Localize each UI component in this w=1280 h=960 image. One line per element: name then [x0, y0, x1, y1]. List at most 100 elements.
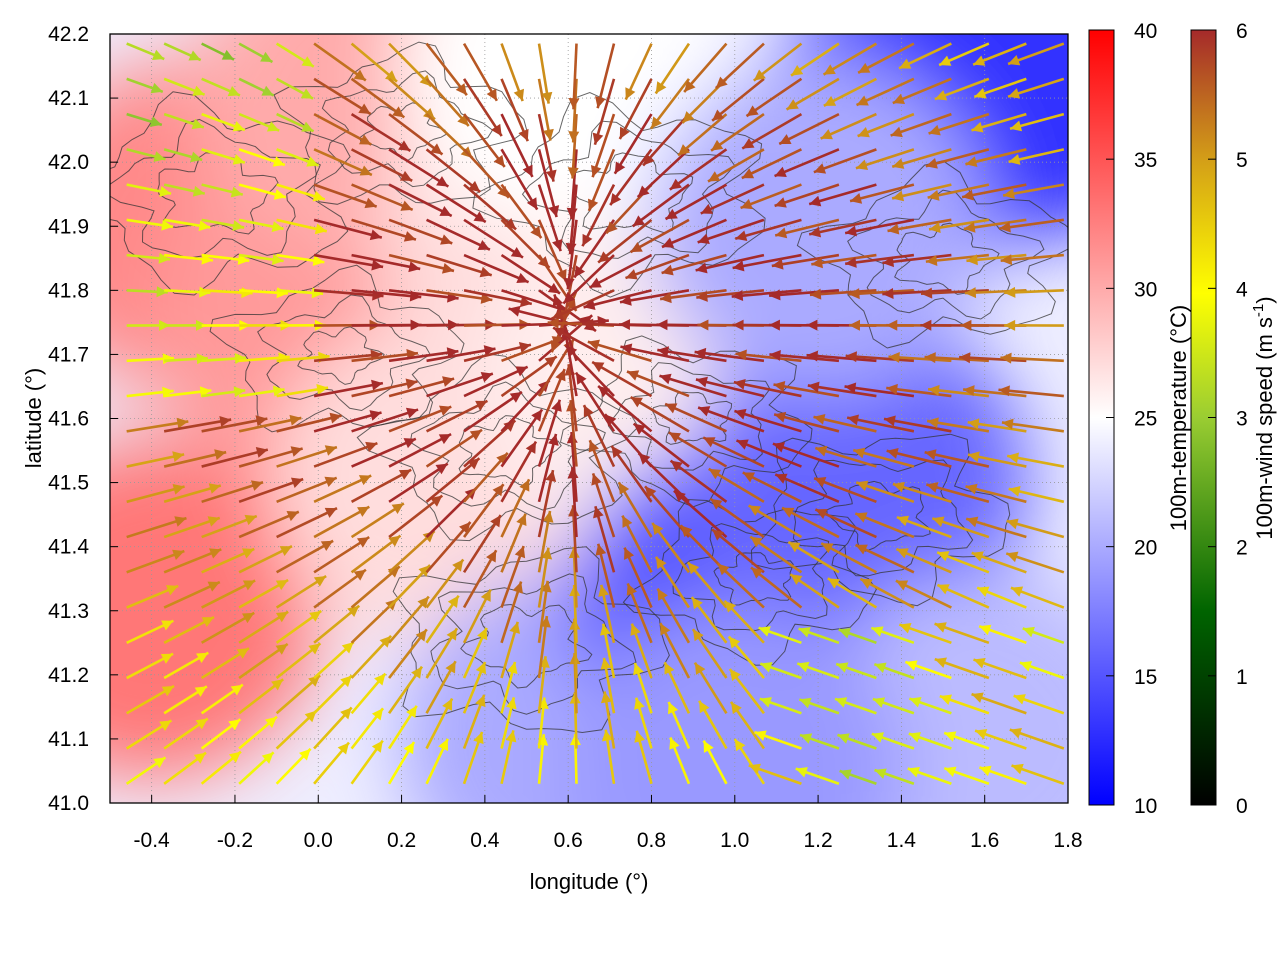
- wind-vector-359: [673, 489, 728, 539]
- wind-vector-175: [388, 42, 433, 88]
- wind-vector-438: [785, 77, 840, 111]
- wind-vector-407: [733, 379, 802, 398]
- y-tick-label-5: 41.5: [48, 472, 89, 495]
- wind-vector-9: [126, 451, 185, 468]
- wind-vector-461: [822, 42, 878, 76]
- wind-vector-298: [552, 326, 615, 362]
- wind-vector-203: [462, 549, 498, 609]
- wind-vector-430: [769, 349, 840, 363]
- wind-vector-207: [463, 419, 517, 468]
- wind-vector-353: [698, 700, 728, 750]
- wind-vector-88: [275, 747, 312, 785]
- wind-vector-23: [163, 717, 209, 750]
- wind-vector-131: [313, 42, 367, 82]
- temperature-colorbar-tick-label-4: 30: [1134, 278, 1157, 301]
- wind-vector-500: [887, 218, 952, 235]
- wind-vector-324: [597, 218, 653, 264]
- wind-vector-224: [500, 581, 524, 644]
- wind-vector-397: [754, 730, 802, 750]
- wind-vector-380: [711, 528, 765, 574]
- wind-vector-486: [908, 697, 952, 715]
- wind-vector-128: [313, 148, 373, 177]
- wind-vector-118: [313, 474, 372, 503]
- wind-vector-340: [629, 395, 690, 433]
- wind-vector-159: [388, 564, 432, 609]
- wind-vector-87: [238, 42, 274, 64]
- wind-vector-223: [500, 621, 520, 679]
- wind-vector-479: [849, 183, 915, 204]
- wind-vector-202: [462, 588, 492, 644]
- wind-vector-483: [857, 42, 915, 74]
- wind-vector-111: [313, 706, 353, 750]
- wind-vector-332: [663, 661, 691, 714]
- x-tick-label-6: 0.8: [637, 829, 666, 852]
- wind-vector-133: [350, 707, 385, 750]
- wind-vector-485: [908, 732, 952, 750]
- wind-vector-548: [973, 77, 1027, 99]
- wind-vector-218: [462, 78, 503, 137]
- wind-vector-27: [163, 580, 221, 609]
- wind-vector-225: [500, 545, 526, 608]
- wind-vector-67: [238, 715, 278, 750]
- wind-vector-553: [1019, 661, 1065, 680]
- wind-vector-281: [565, 184, 578, 255]
- contour-line-3: [458, 415, 562, 487]
- x-tick-label-5: 0.6: [554, 829, 583, 852]
- wind-vector-522: [928, 218, 990, 234]
- contour-line-26: [110, 91, 351, 296]
- wind-vector-554: [1022, 626, 1065, 645]
- x-tick-label-10: 1.6: [970, 829, 999, 852]
- wind-vector-389: [695, 253, 765, 274]
- wind-vector-239: [500, 113, 534, 178]
- wind-vector-313: [623, 547, 653, 609]
- temperature-colorbar-tick-label-5: 35: [1134, 149, 1157, 172]
- wind-vector-15: [126, 252, 171, 264]
- wind-vector-30: [163, 483, 222, 504]
- wind-vector-163: [388, 432, 452, 468]
- wind-vector-214: [463, 218, 524, 259]
- wind-vector-222: [500, 661, 518, 714]
- temperature-colorbar-tick-label-0: 10: [1134, 795, 1157, 818]
- wind-vector-1: [125, 719, 173, 750]
- wind-vector-388: [696, 289, 765, 302]
- y-tick-label-8: 41.8: [48, 279, 89, 302]
- wind-vector-360: [669, 459, 728, 503]
- wind-vector-460: [823, 77, 877, 107]
- contour-line-11: [622, 498, 877, 666]
- wind-vector-284: [568, 78, 580, 143]
- wind-vector-521: [925, 253, 989, 266]
- wind-vector-186: [425, 399, 489, 433]
- wind-vector-20: [126, 77, 164, 94]
- wind-vector-172: [388, 148, 450, 188]
- wind-vector-315: [617, 481, 653, 538]
- wind-vector-210: [463, 341, 532, 363]
- wind-vector-318: [597, 384, 653, 433]
- wind-vector-47: [200, 647, 250, 680]
- wind-vector-457: [808, 183, 877, 207]
- wind-vector-231: [500, 355, 558, 398]
- wind-vector-293: [591, 472, 616, 538]
- wind-vector-322: [583, 289, 652, 310]
- x-tick-label-1: -0.2: [217, 829, 253, 852]
- wind-vector-65: [201, 42, 235, 61]
- wind-vector-228: [500, 440, 538, 503]
- wind-vector-382: [708, 467, 765, 503]
- wind-vector-252: [537, 368, 566, 432]
- wind-vector-31: [163, 449, 227, 468]
- wind-vector-567: [1002, 183, 1065, 200]
- wind-vector-506: [943, 766, 990, 786]
- wind-vector-7: [126, 516, 187, 539]
- wind-vector-426: [774, 473, 840, 504]
- wind-vector-38: [163, 218, 211, 232]
- wind-vector-512: [936, 551, 990, 574]
- wind-vector-43: [163, 42, 202, 62]
- wind-vector-64: [201, 77, 241, 97]
- wind-vector-535: [965, 516, 1027, 539]
- wind-vector-212: [463, 289, 533, 308]
- wind-vector-154: [387, 741, 416, 785]
- wind-vector-476: [848, 288, 914, 300]
- wind-vector-219: [462, 42, 499, 102]
- wind-vector-259: [537, 184, 563, 252]
- wind-vector-536: [965, 483, 1027, 504]
- wind-vector-169: [388, 253, 455, 274]
